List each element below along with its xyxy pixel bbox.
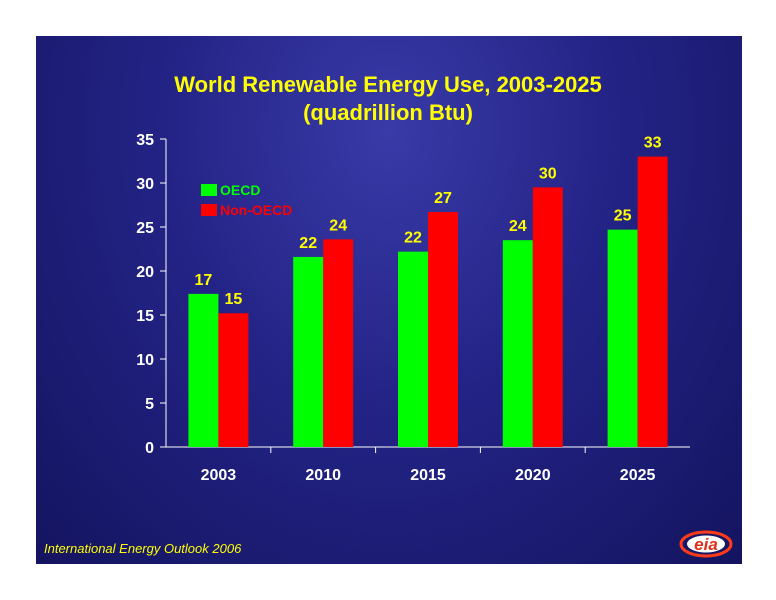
eia-logo: eia — [679, 530, 733, 558]
bar-oecd — [398, 251, 428, 447]
legend: OECD Non-OECD — [201, 182, 292, 218]
data-label: 25 — [614, 208, 632, 225]
data-label: 24 — [329, 217, 347, 234]
data-label: 17 — [195, 272, 213, 289]
x-tick-label: 2015 — [410, 467, 446, 484]
data-label: 24 — [509, 218, 527, 235]
bar-non-oecd — [637, 156, 668, 447]
y-tick-label: 35 — [136, 132, 154, 149]
y-tick-label: 30 — [136, 176, 154, 193]
x-tick-label: 2003 — [201, 467, 237, 484]
bar-non-oecd — [428, 212, 458, 447]
data-label: 22 — [299, 235, 317, 252]
data-label: 30 — [539, 165, 557, 182]
bar-non-oecd — [532, 187, 563, 447]
data-label: 33 — [644, 135, 662, 152]
y-tick-label: 15 — [136, 308, 154, 325]
x-tick-label: 2025 — [620, 467, 656, 484]
bars: 17 15 22 24 22 27 24 30 25 33 — [188, 135, 668, 447]
bar-oecd — [293, 256, 324, 447]
legend-swatch — [201, 184, 217, 196]
bar-oecd — [502, 240, 533, 447]
y-tick-label: 5 — [145, 396, 154, 413]
data-label: 15 — [225, 291, 243, 308]
bar-non-oecd — [218, 313, 249, 447]
bar-non-oecd — [323, 239, 354, 447]
legend-label: OECD — [220, 182, 260, 198]
data-label: 27 — [434, 190, 452, 207]
y-tick-label: 0 — [145, 440, 154, 457]
y-tick-label: 10 — [136, 352, 154, 369]
y-tick-label: 20 — [136, 264, 154, 281]
source-footer: International Energy Outlook 2006 — [44, 541, 242, 556]
bar-oecd — [607, 229, 638, 447]
data-label: 22 — [404, 230, 422, 247]
chart-title: World Renewable Energy Use, 2003-2025 — [174, 72, 602, 97]
y-tick-label: 25 — [136, 220, 154, 237]
x-tick-label: 2020 — [515, 467, 551, 484]
chart-subtitle: (quadrillion Btu) — [303, 100, 473, 125]
bar-oecd — [188, 293, 219, 447]
logo-text: eia — [694, 535, 718, 554]
x-tick-label: 2010 — [305, 467, 341, 484]
legend-label: Non-OECD — [220, 202, 292, 218]
legend-swatch — [201, 204, 217, 216]
